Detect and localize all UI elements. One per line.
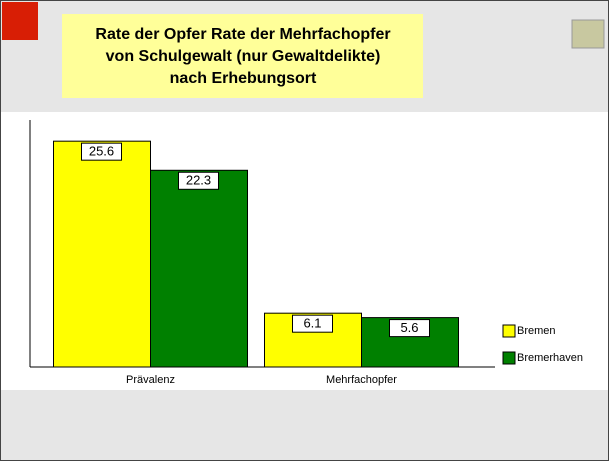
legend-label: Bremerhaven bbox=[517, 352, 583, 364]
title-box bbox=[62, 14, 423, 98]
value-label-box bbox=[178, 171, 219, 190]
value-label: 6.1 bbox=[303, 316, 321, 331]
logo bbox=[2, 2, 38, 40]
x-tick-label: Prävalenz bbox=[126, 374, 175, 386]
value-label-box bbox=[389, 319, 430, 338]
legend-swatch bbox=[502, 351, 516, 365]
chart-title: Rate der Opfer Rate der Mehrfachopfer bbox=[95, 26, 390, 43]
legend-label: Bremen bbox=[517, 325, 556, 337]
value-label: 22.3 bbox=[186, 173, 211, 188]
value-label: 5.6 bbox=[400, 320, 418, 335]
value-label-box bbox=[81, 142, 122, 161]
chart-title: von Schulgewalt (nur Gewaltdelikte) bbox=[106, 48, 381, 65]
legend-swatch bbox=[502, 324, 516, 338]
chart-title: nach Erhebungsort bbox=[170, 70, 317, 87]
bar bbox=[53, 140, 151, 368]
value-label-box bbox=[292, 314, 333, 333]
x-tick-label: Mehrfachopfer bbox=[326, 374, 397, 386]
corner-icon bbox=[571, 19, 605, 49]
value-label: 25.6 bbox=[89, 144, 114, 159]
bar bbox=[150, 169, 248, 368]
